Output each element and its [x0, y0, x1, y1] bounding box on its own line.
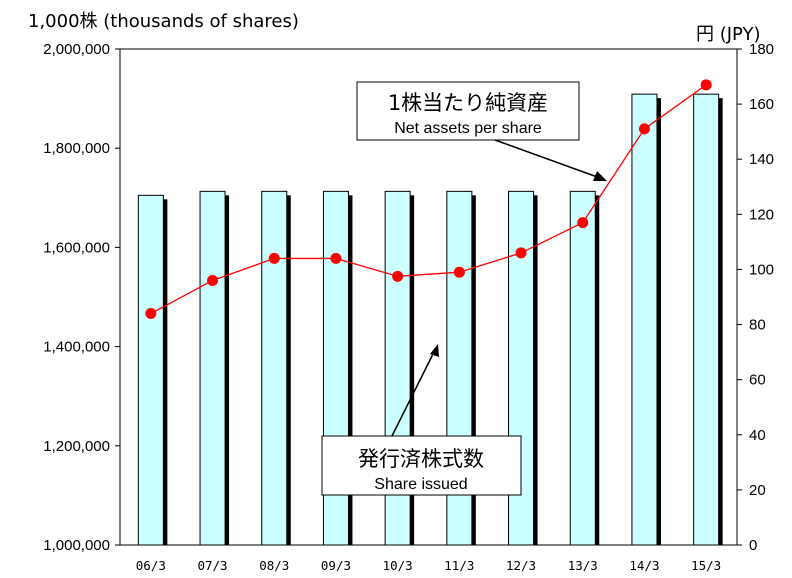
x-category-label: 12/3 — [506, 558, 536, 573]
line-series — [145, 79, 712, 320]
y-right-tick-label: 160 — [749, 96, 774, 113]
callout-net-assets-title: 1株当たり純資産 — [388, 91, 548, 115]
y-right-tick-label: 40 — [749, 427, 766, 444]
x-category-label: 08/3 — [259, 558, 289, 573]
bar — [137, 194, 164, 546]
x-category-label: 06/3 — [136, 558, 166, 573]
data-point — [700, 79, 712, 91]
x-categories: 06/3 07/3 08/3 09/3 10/3 11/3 12/3 13/3 14/3 15/3 — [136, 558, 721, 573]
bar — [261, 190, 288, 546]
y-left-ticks: 1,000,000 1,200,000 1,400,000 1,600,000 1,80… — [43, 41, 120, 554]
y-right-tick-label: 100 — [749, 261, 774, 278]
y-right-tick-label: 80 — [749, 317, 766, 334]
callout-net-assets: 1株当たり純資産 Net assets per share — [356, 81, 607, 181]
y-left-tick-label: 1,600,000 — [43, 239, 110, 256]
y-left-tick-label: 1,000,000 — [43, 537, 110, 554]
y-right-tick-label: 140 — [749, 151, 774, 168]
data-point — [453, 266, 465, 278]
y-right-tick-label: 20 — [749, 482, 766, 499]
callout-net-assets-arrowhead — [593, 171, 607, 181]
y-right-ticks: 0 20 40 60 80 100 120 140 160 180 — [737, 41, 774, 554]
x-category-label: 13/3 — [568, 558, 598, 573]
callout-net-assets-subtitle: Net assets per share — [394, 120, 542, 137]
data-point — [207, 274, 219, 286]
y-left-axis-label: 1,000株 (thousands of shares) — [28, 11, 299, 32]
x-category-label: 15/3 — [691, 558, 721, 573]
data-point — [638, 123, 650, 135]
callout-shares-subtitle: Share issued — [374, 476, 467, 493]
y-left-tick-label: 1,400,000 — [43, 339, 110, 356]
callout-shares-title: 発行済株式数 — [358, 447, 484, 471]
x-category-label: 14/3 — [629, 558, 659, 573]
data-point — [577, 217, 589, 229]
net-assets-line — [150, 84, 707, 315]
callout-shares-box — [321, 435, 522, 496]
bar — [693, 93, 720, 546]
x-category-label: 09/3 — [321, 558, 351, 573]
callout-net-assets-box — [356, 81, 580, 141]
data-point — [268, 252, 280, 264]
callout-shares-arrowhead — [430, 344, 439, 357]
x-category-label: 07/3 — [197, 558, 227, 573]
y-right-tick-label: 180 — [749, 41, 774, 58]
data-point — [515, 247, 527, 259]
y-left-tick-label: 1,800,000 — [43, 140, 110, 157]
data-point — [330, 252, 342, 264]
y-left-tick-label: 1,200,000 — [43, 438, 110, 455]
data-point — [392, 270, 404, 282]
y-right-tick-label: 60 — [749, 372, 766, 389]
y-right-tick-label: 120 — [749, 206, 774, 223]
x-category-label: 11/3 — [444, 558, 474, 573]
y-right-tick-label: 0 — [749, 537, 757, 554]
x-category-label: 10/3 — [383, 558, 413, 573]
callout-shares-arrow — [391, 351, 435, 437]
plot-frame — [119, 48, 738, 546]
bar — [631, 93, 658, 546]
y-left-tick-label: 2,000,000 — [43, 41, 110, 58]
bar — [569, 190, 596, 546]
callout-shares: 発行済株式数 Share issued — [321, 344, 522, 496]
bar — [199, 190, 226, 546]
y-right-axis-label: 円 (JPY) — [696, 24, 761, 45]
callout-net-assets-arrow — [494, 139, 601, 179]
data-point — [145, 308, 157, 320]
